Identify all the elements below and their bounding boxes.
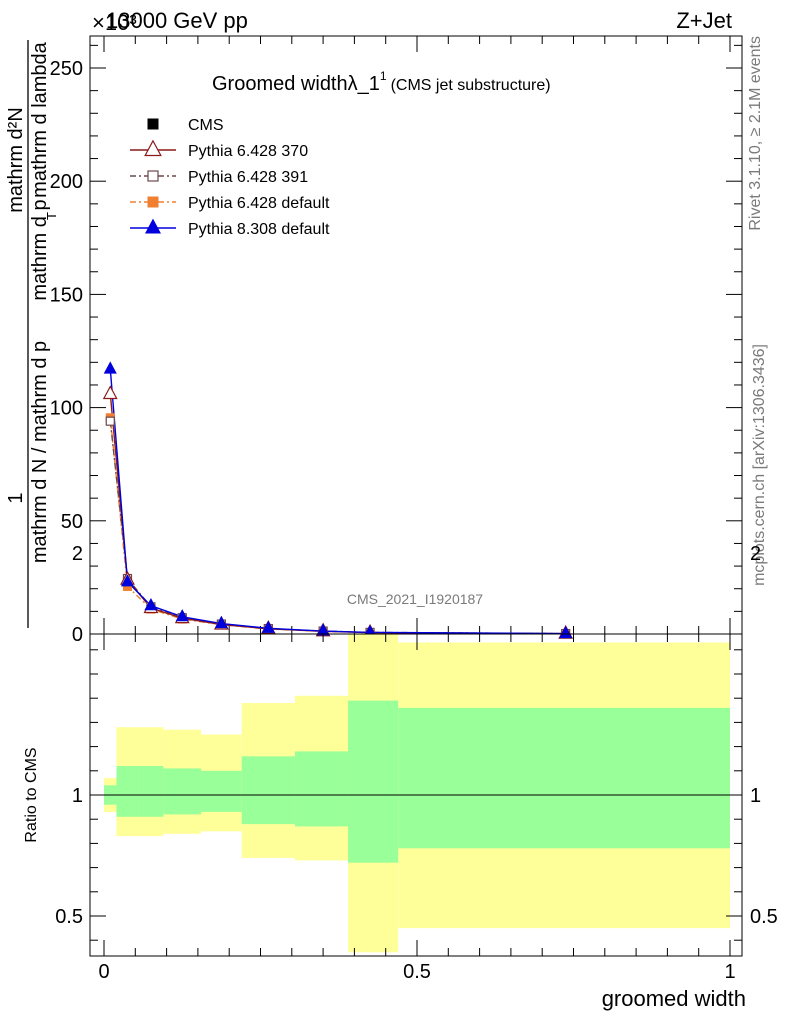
series-line-4 [109,369,566,635]
ratio-y-tick-label-right: 2 [750,543,761,565]
ylabel-denominator-right: mathrm d p [29,199,51,300]
ratio-band-green [348,700,399,863]
ratio-band-green [163,768,202,815]
series-point-4 [144,597,158,611]
legend-marker [145,218,161,234]
header-energy: 13000 GeV pp [106,8,248,33]
ratio-band-green [294,751,349,827]
legend-marker [144,139,162,157]
ylabel-denominator: mathrm d N / mathrm d p [29,341,51,563]
ratio-y-tick-label-right: 1 [750,785,761,807]
ylabel-tail: mathrm d lambda [29,41,51,197]
ylabel-subscript: T [44,212,59,220]
ratio-plot: 0.5 0.5 1 1 2 2 0 0.5 1 Ratio to CMS groomed wid… [23,543,778,1011]
legend-marker [147,196,159,208]
series-point-4 [103,361,117,374]
legend-label: Pythia 8.308 default [188,221,330,238]
y-tick-label: 50 [61,511,83,533]
x-tick-label: 1 [724,961,735,983]
series-line-3 [109,417,566,635]
ratio-band-green [398,707,730,849]
ratio-y-tick-label-right: 0.5 [750,906,778,928]
ratio-y-tick-label: 0.5 [55,906,83,928]
legend-label: Pythia 6.428 370 [188,143,308,160]
series-point-1 [102,385,118,400]
ratio-y-tick-label: 1 [72,785,83,807]
analysis-watermark: CMS_2021_I1920187 [347,591,483,607]
ratio-bands [104,634,730,953]
x-axis-label: groomed width [602,986,746,1011]
y-tick-label: 200 [50,171,83,193]
y-tick-label: 0 [72,624,83,646]
ylabel-numerator-right: mathrm d²N [5,107,27,213]
main-y-tick-labels: 0 50 100 150 200 250 [50,58,83,646]
y-tick-label: 100 [50,398,83,420]
legend: CMS Pythia 6.428 370 Pythia 6.428 391 Pythi… [130,117,330,238]
series-point-4 [175,609,189,622]
series-point-4 [214,615,228,629]
x-tick-label: 0.5 [403,961,431,983]
multiplier-label: ×10³ [92,10,137,35]
ratio-axis-ticks: 0.5 0.5 1 1 2 2 0 0.5 1 [55,543,778,983]
rivet-label: Rivet 3.1.10, ≥ 2.1M events [747,36,764,231]
legend-label: Pythia 6.428 default [188,195,330,212]
ratio-y-label: Ratio to CMS [23,747,40,842]
series-point-4 [120,574,135,587]
ratio-band-green [241,756,295,825]
series-line-1 [109,393,566,635]
y-tick-label: 250 [50,58,83,80]
legend-label: Pythia 6.428 391 [188,169,308,186]
legend-marker [147,118,159,130]
main-plot: 0 50 100 150 200 250 Groomed widthλ_11(CMS je… [5,35,743,646]
mcplots-label: mcplots.cern.ch [arXiv:1306.3436] [751,344,768,586]
ratio-band-green [138,766,164,817]
header-process: Z+Jet [676,8,732,33]
ratio-y-tick-label: 2 [72,543,83,565]
ratio-band-green [201,770,242,812]
series-point-2 [105,416,115,426]
legend-marker [147,170,159,182]
ylabel-numerator: 1 [5,492,27,503]
chart-title: Groomed widthλ_11(CMS jet substructure) [212,69,551,95]
main-y-label: 1 mathrm d²N mathrm d N / mathrm d p mat… [5,40,59,628]
series-line-2 [109,421,566,635]
main-series-group [102,361,574,639]
legend-label: CMS [188,117,224,134]
ratio-band-green [116,766,139,817]
series-point-4 [261,620,275,633]
series-point-4 [559,625,573,639]
y-tick-label: 150 [50,284,83,306]
x-tick-label: 0 [98,961,109,983]
ratio-frame [89,633,743,957]
